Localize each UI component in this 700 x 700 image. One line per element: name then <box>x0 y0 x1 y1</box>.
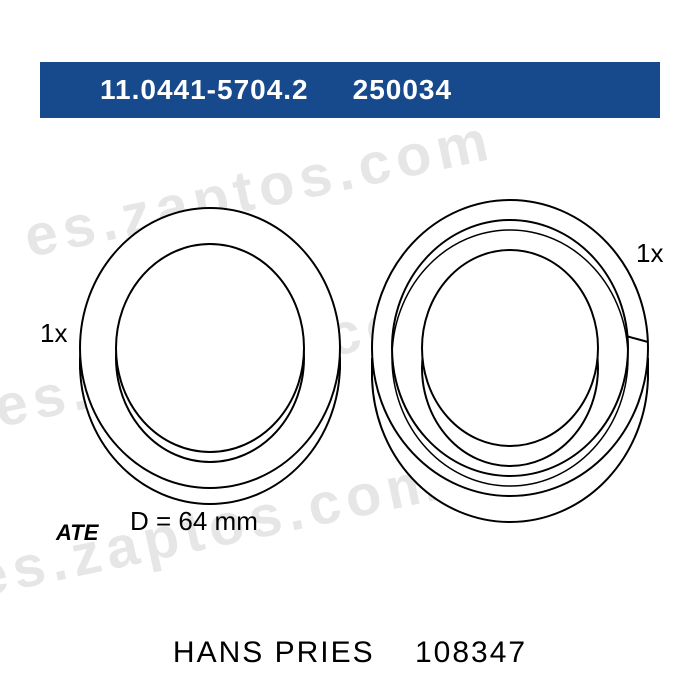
ring-left <box>80 208 340 504</box>
diagram-area: 1x 1x D = 64 mm <box>40 118 660 578</box>
brand-logo: ATE <box>56 520 98 546</box>
qty-label-left: 1x <box>40 318 67 349</box>
footer: HANS PRIES 108347 <box>0 636 700 670</box>
part-number-2: 250034 <box>353 74 452 106</box>
canvas: es.zaptos.com es.zaptos.com es.zaptos.co… <box>0 0 700 700</box>
dimension-label: D = 64 mm <box>130 506 258 537</box>
footer-code: 108347 <box>415 636 527 669</box>
qty-label-right: 1x <box>636 238 663 269</box>
footer-brand: HANS PRIES <box>173 636 375 669</box>
header-bar: 11.0441-5704.2 250034 <box>40 62 660 118</box>
part-number-1: 11.0441-5704.2 <box>100 74 309 106</box>
ring-right <box>372 200 648 522</box>
